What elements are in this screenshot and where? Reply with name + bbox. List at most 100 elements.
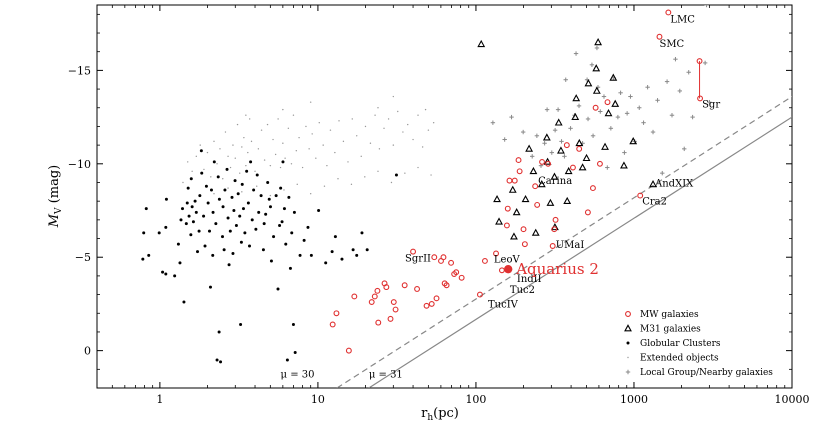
extended-object-point — [311, 133, 313, 135]
globular-cluster-point — [626, 341, 630, 345]
m31-galaxy-point — [629, 137, 638, 145]
object-label: Cra2 — [642, 197, 667, 208]
extended-object-point — [279, 166, 282, 169]
object-label: Tuc2 — [510, 285, 535, 296]
axis-ticks: 1 10 100 1000 10000 0 −5 −10 −15 — [68, 5, 810, 406]
m31-galaxy-point — [649, 180, 657, 188]
local-group-point — [686, 70, 691, 75]
extended-object-point — [421, 146, 424, 148]
mw-galaxy-point — [333, 310, 340, 317]
extended-object-point — [269, 194, 272, 197]
globular-cluster-point — [157, 231, 161, 235]
m31-galaxy-point — [542, 133, 551, 141]
local-group-point — [573, 51, 579, 56]
legend-label: MW galaxies — [640, 310, 699, 320]
local-group-point — [594, 45, 600, 51]
m31-galaxy-point — [624, 324, 632, 332]
globular-cluster-point — [179, 218, 183, 222]
globular-cluster-point — [252, 188, 256, 192]
object-label: Carina — [538, 176, 572, 187]
extended-object-point — [206, 151, 209, 154]
local-group-point — [660, 170, 665, 176]
legend-label: Local Group/Nearby galaxies — [640, 368, 773, 378]
reference-lines — [336, 61, 792, 388]
mw-galaxy-point — [506, 177, 513, 184]
y-tick-label: 0 — [84, 345, 91, 358]
globular-cluster-point — [287, 195, 291, 199]
extended-object-point — [256, 185, 258, 187]
globular-cluster-point — [225, 167, 229, 171]
mw-galaxy-point — [410, 248, 417, 255]
extended-object-point — [239, 172, 241, 174]
local-group-point — [624, 111, 630, 116]
x-tick-label: 100 — [465, 393, 486, 406]
extended-object-point — [269, 164, 272, 167]
globular-cluster-point — [144, 207, 148, 211]
mw-galaxy-point — [390, 299, 397, 306]
globular-cluster-point — [239, 240, 243, 244]
globular-cluster-point — [291, 322, 295, 326]
mw-galaxy-point — [431, 254, 438, 261]
object-label: AndXIX — [654, 178, 694, 189]
globular-cluster-point — [204, 184, 208, 188]
globular-cluster-point — [234, 223, 238, 227]
globular-cluster-point — [257, 210, 261, 214]
globular-cluster-point — [230, 195, 234, 199]
mw-galaxy-point — [351, 293, 358, 300]
local-group-point — [707, 99, 712, 105]
mw-galaxy-point — [414, 286, 421, 292]
m31-galaxy-point — [611, 99, 620, 107]
globular-cluster-point — [330, 250, 334, 254]
m31-galaxy-point — [554, 118, 563, 126]
extended-object-point — [283, 189, 285, 191]
extended-object-point — [224, 131, 227, 133]
globular-cluster-point — [269, 259, 273, 263]
local-group-point — [628, 94, 633, 99]
globular-cluster-point — [241, 207, 245, 211]
extended-object-point — [322, 144, 324, 146]
globular-cluster-point — [184, 222, 188, 226]
local-group-point — [669, 113, 675, 118]
mw-galaxy-point — [476, 291, 483, 298]
mw-galaxy-point — [665, 9, 672, 16]
globular-cluster-point — [178, 261, 182, 265]
globular-cluster-point — [282, 207, 286, 211]
extended-object-point — [248, 118, 251, 120]
extended-object-point — [250, 140, 253, 143]
extended-object-point — [296, 183, 298, 186]
extended-object-point — [282, 108, 284, 111]
m31-galaxy-point — [594, 38, 603, 46]
extended-object-point — [203, 168, 205, 171]
local-group-point — [622, 150, 627, 155]
extended-object-point — [417, 114, 419, 116]
mw-galaxy-point — [520, 226, 527, 233]
globular-cluster-point — [215, 358, 219, 362]
globular-cluster-point — [207, 229, 211, 233]
mw-galaxy-point — [589, 185, 596, 192]
extended-object-point — [272, 138, 274, 141]
local-group-point — [598, 109, 603, 114]
extended-object-point — [227, 155, 229, 158]
m31-galaxy-point — [529, 166, 538, 175]
globular-cluster-point — [266, 180, 270, 184]
local-group-point — [702, 60, 708, 66]
mw-galaxy-point — [596, 160, 603, 167]
globular-cluster-point — [173, 274, 177, 278]
aquarius-2-label: Aquarius 2 — [515, 260, 599, 278]
globular-cluster-point — [164, 225, 168, 229]
extended-object-point — [274, 153, 277, 156]
extended-object-point — [308, 148, 310, 150]
globular-cluster-point — [247, 244, 251, 248]
globular-cluster-point — [236, 192, 240, 196]
local-group-point — [682, 146, 687, 152]
globular-cluster-point — [355, 253, 359, 257]
extended-object-point — [342, 140, 345, 143]
local-group-point — [534, 133, 540, 138]
globular-cluster-point — [222, 248, 226, 252]
mw-galaxy-point — [625, 311, 631, 317]
extended-object-point — [301, 166, 304, 169]
globular-cluster-point — [302, 238, 306, 242]
globular-cluster-point — [208, 285, 212, 289]
data-points — [141, 5, 712, 364]
